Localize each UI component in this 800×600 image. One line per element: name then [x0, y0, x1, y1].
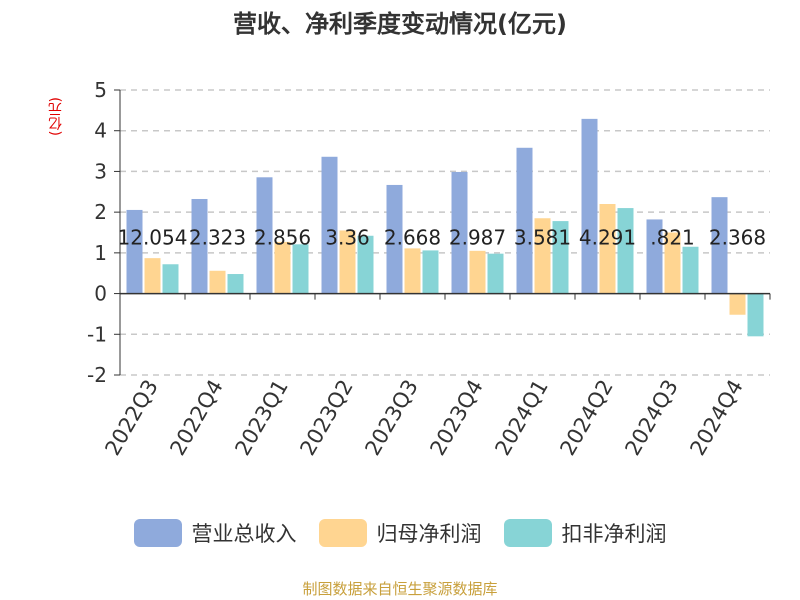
legend-label-net-profit: 归母净利润	[376, 522, 482, 546]
bar-revenue	[386, 184, 403, 294]
bar-deducted-profit	[227, 274, 244, 294]
bar-net-profit	[664, 232, 681, 294]
legend-item-net-profit[interactable]: 归母净利润	[318, 518, 482, 548]
bar-deducted-profit	[747, 293, 764, 337]
legend-swatch-revenue	[133, 519, 182, 547]
data-label: 12.054	[118, 226, 188, 250]
bar-net-profit	[534, 218, 551, 294]
x-tick-label: 2022Q4	[165, 376, 227, 460]
chart-title: 营收、净利季度变动情况(亿元)	[233, 10, 567, 38]
bar-deducted-profit	[617, 208, 634, 294]
x-tick-label: 2024Q3	[620, 376, 682, 460]
bar-deducted-profit	[422, 250, 439, 294]
bar-net-profit	[274, 241, 291, 294]
bar-revenue	[581, 118, 598, 294]
data-label: 2.987	[449, 226, 506, 250]
bar-net-profit	[209, 270, 226, 294]
x-tick-label: 2023Q1	[230, 376, 292, 460]
data-label: 2.368	[709, 226, 766, 250]
bar-revenue	[191, 198, 208, 294]
bar-net-profit	[469, 250, 486, 294]
y-tick-label: 1	[94, 241, 107, 265]
bar-deducted-profit	[682, 246, 699, 294]
bar-deducted-profit	[552, 221, 569, 294]
bar-net-profit	[599, 204, 616, 294]
bar-deducted-profit	[487, 253, 504, 294]
bar-revenue	[516, 147, 533, 294]
y-tick-label: 2	[94, 200, 107, 224]
bar-net-profit	[339, 230, 356, 294]
x-tick-label: 2023Q2	[295, 376, 357, 460]
y-tick-label: 0	[94, 282, 107, 306]
bar-deducted-profit	[162, 264, 179, 294]
data-label: 3.36	[325, 226, 370, 250]
y-tick-label: -1	[87, 322, 107, 346]
legend: 营业总收入 归母净利润 扣非净利润	[0, 518, 800, 548]
x-tick-label: 2024Q1	[490, 376, 552, 460]
bar-net-profit	[404, 248, 421, 294]
source-footer: 制图数据来自恒生聚源数据库	[302, 580, 498, 598]
bar-revenue	[256, 177, 273, 294]
bar-revenue	[126, 209, 143, 294]
data-label: 2.668	[384, 226, 441, 250]
bar-deducted-profit	[357, 235, 374, 294]
data-label: 2.856	[254, 226, 311, 250]
legend-label-revenue: 营业总收入	[191, 522, 297, 546]
x-tick-label: 2024Q2	[555, 376, 617, 460]
y-tick-label: 4	[94, 119, 107, 143]
data-label: 2.323	[189, 226, 246, 250]
x-tick-label: 2024Q4	[685, 376, 747, 460]
bar-revenue	[711, 197, 728, 294]
legend-swatch-net-profit	[318, 519, 367, 547]
y-tick-label: -2	[87, 363, 107, 387]
x-tick-label: 2023Q3	[360, 376, 422, 460]
legend-item-deducted-profit[interactable]: 扣非净利润	[503, 518, 667, 548]
bar-revenue	[321, 156, 338, 294]
legend-label-deducted-profit: 扣非净利润	[561, 522, 667, 546]
legend-swatch-deducted-profit	[503, 519, 552, 547]
y-tick-label: 3	[94, 159, 107, 183]
bar-revenue	[451, 171, 468, 294]
bar-deducted-profit	[292, 244, 309, 294]
data-label: .821	[650, 226, 695, 250]
x-tick-label: 2022Q3	[100, 376, 162, 460]
x-tick-label: 2023Q4	[425, 376, 487, 460]
bar-net-profit	[729, 293, 746, 315]
bar-revenue	[646, 219, 663, 294]
legend-item-revenue[interactable]: 营业总收入	[133, 518, 297, 548]
data-label: 4.291	[579, 226, 636, 250]
y-tick-label: 5	[94, 78, 107, 102]
bar-net-profit	[144, 258, 161, 294]
data-label: 3.581	[514, 226, 571, 250]
